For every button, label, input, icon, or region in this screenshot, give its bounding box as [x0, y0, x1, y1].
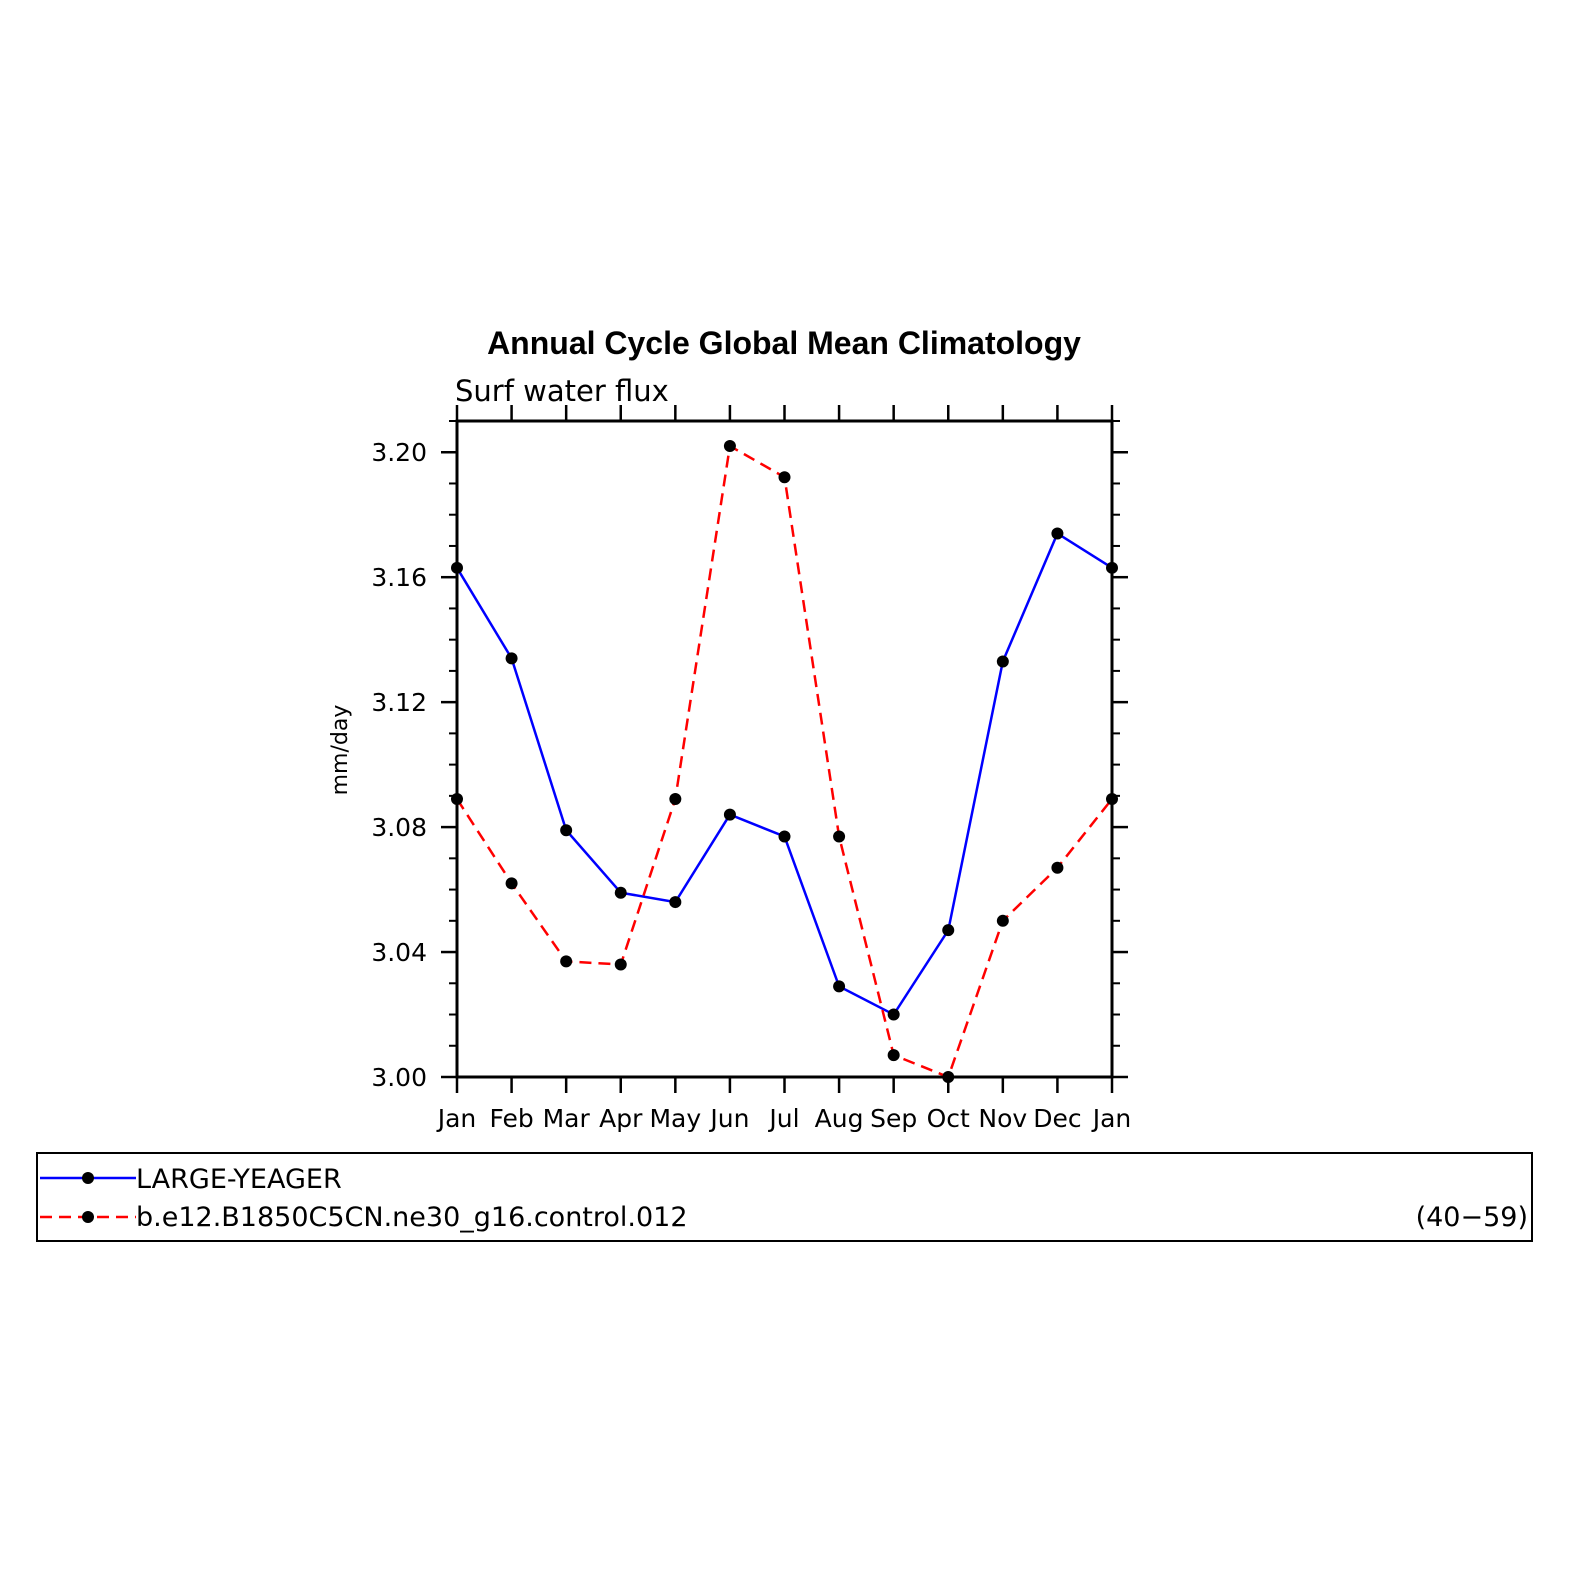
- data-point-control: [887, 1049, 900, 1062]
- legend-year-range: (40−59): [1416, 1202, 1528, 1233]
- data-point-large-yeager: [723, 808, 736, 821]
- chart-subtitle: Surf water flux: [455, 374, 669, 408]
- y-tick-label: 3.16: [371, 563, 427, 592]
- data-point-large-yeager: [505, 652, 518, 665]
- data-point-large-yeager: [833, 980, 846, 993]
- data-point-control: [723, 439, 736, 452]
- data-point-control: [614, 958, 627, 971]
- x-tick-label: Nov: [978, 1104, 1027, 1133]
- y-tick-label: 3.04: [371, 938, 427, 967]
- data-point-control: [996, 914, 1009, 927]
- series-line-control: [455, 444, 1113, 1079]
- data-point-large-yeager: [1051, 527, 1064, 540]
- legend-box: [36, 1152, 1533, 1242]
- data-point-large-yeager: [887, 1008, 900, 1021]
- y-tick-label: 3.08: [371, 813, 427, 842]
- data-point-control: [833, 830, 846, 843]
- data-point-large-yeager: [614, 886, 627, 899]
- y-tick-label: 3.12: [371, 688, 427, 717]
- x-tick-label: May: [649, 1104, 701, 1133]
- x-tick-label: Sep: [870, 1104, 917, 1133]
- data-point-large-yeager: [942, 924, 955, 937]
- x-tick-label: Jun: [708, 1104, 749, 1133]
- x-tick-label: Oct: [927, 1104, 970, 1133]
- x-tick-label: Mar: [543, 1104, 591, 1133]
- x-tick-label: Apr: [599, 1104, 643, 1133]
- legend-label-control: b.e12.B1850C5CN.ne30_g16.control.012: [136, 1202, 688, 1233]
- x-tick-label: Jan: [436, 1104, 477, 1133]
- data-point-control: [1051, 861, 1064, 874]
- y-axis-label: mm/day: [328, 705, 353, 796]
- chart-title: Annual Cycle Global Mean Climatology: [487, 325, 1081, 361]
- plot-frame: [455, 419, 1114, 1079]
- data-point-control: [669, 792, 682, 805]
- x-tick-label: Dec: [1033, 1104, 1081, 1133]
- data-point-large-yeager: [451, 561, 463, 574]
- data-point-control: [778, 471, 791, 484]
- legend-marker-large-yeager: [82, 1172, 94, 1184]
- x-tick-label: Feb: [489, 1104, 533, 1133]
- y-tick-label: 3.00: [371, 1063, 427, 1092]
- y-tick-label: 3.20: [371, 438, 427, 467]
- series-layer: [451, 439, 1118, 1083]
- plot-axes: Jan Feb Mar Apr May Jun Jul Aug Sep Oct Nov Dec Jan 3…: [371, 405, 1131, 1133]
- data-point-large-yeager: [996, 655, 1009, 668]
- x-tick-label: Jan: [1091, 1104, 1132, 1133]
- legend-marker-control: [82, 1211, 94, 1223]
- data-point-control: [942, 1071, 955, 1083]
- data-point-large-yeager: [560, 824, 573, 837]
- data-point-control: [560, 955, 573, 968]
- data-point-large-yeager: [778, 830, 791, 843]
- x-tick-label: Jul: [767, 1104, 799, 1133]
- data-point-control: [505, 877, 518, 890]
- data-point-control: [1106, 792, 1118, 805]
- x-tick-label: Aug: [815, 1104, 864, 1133]
- legend: LARGE-YEAGER b.e12.B1850C5CN.ne30_g16.co…: [36, 1152, 1533, 1242]
- data-point-control: [451, 792, 463, 805]
- legend-label-large-yeager: LARGE-YEAGER: [136, 1164, 342, 1195]
- data-point-large-yeager: [1106, 561, 1118, 574]
- data-point-large-yeager: [669, 896, 682, 909]
- series-line-large-yeager: [455, 531, 1113, 1017]
